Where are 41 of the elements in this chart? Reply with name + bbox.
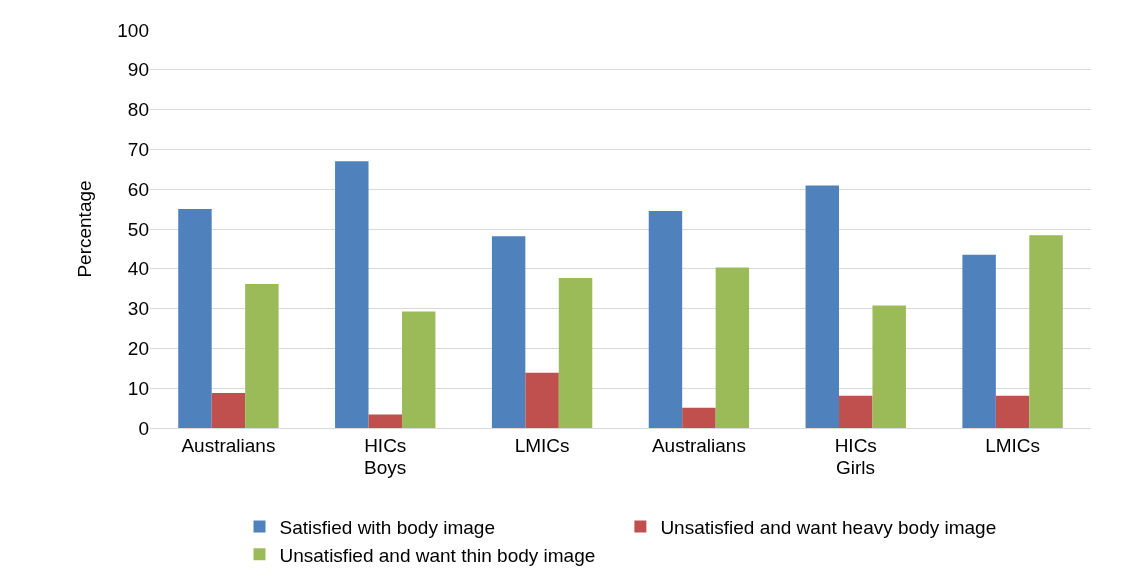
bar	[839, 395, 873, 428]
y-tick-label: 90	[127, 59, 149, 81]
y-tick-label: 60	[127, 178, 149, 200]
bar	[1029, 235, 1063, 428]
bar	[715, 267, 750, 428]
bar	[525, 372, 559, 428]
bar	[558, 277, 593, 428]
bar	[211, 392, 246, 428]
bar	[682, 407, 716, 428]
bar	[648, 211, 683, 428]
text: Girls	[836, 457, 876, 478]
text: Boys	[364, 457, 407, 478]
x-tick-label: LMICs	[514, 434, 570, 456]
y-tick-label: 100	[117, 19, 149, 41]
y-tick-label: 10	[127, 377, 149, 399]
bar	[368, 414, 402, 428]
bar	[491, 236, 526, 428]
x-tick-label: Australians	[181, 434, 276, 456]
bar	[805, 185, 840, 428]
legend-label: Unsatisfied and want thin body image	[279, 544, 596, 566]
x-tick-label: HICs	[834, 434, 877, 456]
y-tick-label: 40	[127, 258, 149, 280]
legend-label: Satisfied with body image	[279, 516, 495, 538]
y-tick-label: 30	[127, 298, 149, 320]
legend-label: Unsatisfied and want heavy body image	[660, 516, 997, 538]
y-tick-label: 70	[127, 139, 149, 161]
y-tick-label: 20	[127, 338, 149, 360]
x-tick-label: HICs	[364, 434, 407, 456]
bar	[962, 254, 996, 428]
bar	[335, 161, 369, 428]
y-tick-label: 50	[127, 218, 149, 240]
x-tick-label: LMICs	[985, 434, 1041, 456]
y-tick-label: 80	[127, 99, 149, 121]
y-axis-title: Percentage	[74, 180, 96, 278]
x-tick-label: Australians	[651, 434, 746, 456]
bar	[245, 283, 279, 428]
bar	[178, 209, 212, 428]
bar	[401, 311, 436, 428]
bar	[872, 305, 906, 428]
y-tick-label: 0	[138, 417, 149, 439]
bar	[995, 395, 1030, 428]
